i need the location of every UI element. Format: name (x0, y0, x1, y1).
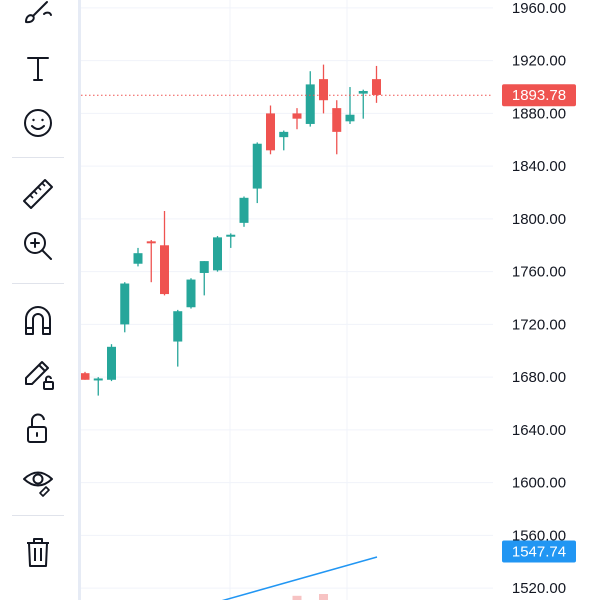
candle-body (93, 378, 103, 381)
hide-tool[interactable] (14, 460, 62, 500)
volume-bars (292, 594, 328, 600)
toolbar-separator (12, 515, 64, 516)
candle (93, 377, 103, 396)
candle (266, 105, 275, 155)
candle (107, 344, 116, 382)
zoom-in-icon (24, 232, 52, 260)
price-axis-label: 1520.00 (512, 580, 566, 597)
candle-body (226, 234, 236, 237)
candle-body (332, 108, 342, 132)
moving-average-label: 1547.74 (512, 544, 566, 561)
moving-average (221, 556, 378, 600)
candle (160, 210, 169, 296)
eye-icon (23, 471, 53, 497)
price-axis-label: 1800.00 (512, 211, 566, 228)
candle-body (305, 84, 315, 124)
candle-body (319, 79, 328, 101)
smiley-icon (24, 109, 52, 137)
magnet-icon (25, 306, 51, 335)
candle-body (81, 373, 90, 380)
candle-body (173, 311, 183, 342)
candle (252, 142, 262, 204)
brush-icon (25, 1, 52, 24)
current-price-tag (502, 84, 576, 107)
candle-body (358, 90, 368, 94)
candle-body (213, 237, 222, 271)
price-axis-label: 1760.00 (512, 264, 566, 281)
toolbar-separator (12, 283, 64, 284)
candle-body (279, 131, 289, 138)
candle-body (133, 253, 143, 264)
volume-bar (319, 594, 328, 600)
candle (120, 282, 130, 333)
price-axis-label: 1920.00 (512, 53, 566, 70)
price-axis-label: 1680.00 (512, 369, 566, 386)
candle-body (266, 113, 275, 151)
price-axis-label: 1600.00 (512, 475, 566, 492)
candles (81, 64, 381, 396)
candle (186, 278, 196, 309)
candle-body (252, 143, 262, 189)
candle (372, 65, 381, 103)
candle (146, 240, 156, 283)
candle (279, 130, 289, 151)
price-tags: 1893.78 1547.74 (502, 84, 576, 563)
candle (239, 196, 249, 227)
current-price-label: 1893.78 (512, 87, 566, 104)
drawing-toolbar (0, 0, 78, 600)
candle-body (199, 261, 209, 273)
price-axis-label: 1960.00 (512, 0, 566, 17)
trash-icon (27, 538, 49, 567)
candle-body (372, 79, 381, 95)
candlestick-chart[interactable]: 1960.00 1920.00 1880.00 1840.00 1800.00 1760.… (81, 0, 600, 600)
magnet-tool[interactable] (14, 300, 62, 340)
candle (292, 108, 302, 130)
candle (345, 87, 355, 124)
price-axis[interactable]: 1960.00 1920.00 1880.00 1840.00 1800.00 1760.… (512, 0, 566, 597)
candle-body (345, 114, 355, 122)
moving-average-tag (502, 540, 576, 563)
unlock-icon (27, 413, 47, 443)
volume-bar (292, 595, 302, 600)
candle (199, 261, 209, 296)
price-axis-label: 1640.00 (512, 422, 566, 439)
candle-body (239, 197, 249, 223)
candle (226, 233, 236, 248)
ruler-tool[interactable] (14, 174, 62, 214)
text-tool[interactable] (14, 48, 62, 88)
emoji-tool[interactable] (14, 103, 62, 143)
candle (81, 371, 90, 380)
moving-average-line (221, 556, 378, 600)
grid (81, 0, 493, 600)
price-axis-label: 1720.00 (512, 316, 566, 333)
price-axis-label: 1560.00 (512, 527, 566, 544)
candle-body (107, 346, 116, 380)
lock-drawings-tool[interactable] (14, 354, 62, 394)
zoom-in-tool[interactable] (14, 226, 62, 266)
candle (332, 100, 342, 155)
candle-body (186, 279, 196, 308)
candle (305, 71, 315, 127)
candle-body (120, 283, 130, 325)
delete-tool[interactable] (14, 532, 62, 572)
candle-body (160, 245, 169, 295)
toolbar-separator (12, 157, 64, 158)
candle (319, 64, 328, 114)
brush-tool[interactable] (14, 0, 62, 32)
text-icon (27, 57, 49, 81)
toolbar-border (78, 0, 81, 600)
candle (133, 247, 143, 267)
pencil-lock-icon (25, 361, 54, 390)
candle-body (146, 241, 156, 244)
price-axis-label: 1880.00 (512, 105, 566, 122)
price-axis-label: 1840.00 (512, 158, 566, 175)
ruler-icon (23, 179, 53, 209)
candle-body (292, 113, 302, 119)
candle (213, 236, 222, 272)
candle (358, 89, 368, 119)
lock-tool[interactable] (14, 408, 62, 448)
candle (173, 309, 183, 367)
